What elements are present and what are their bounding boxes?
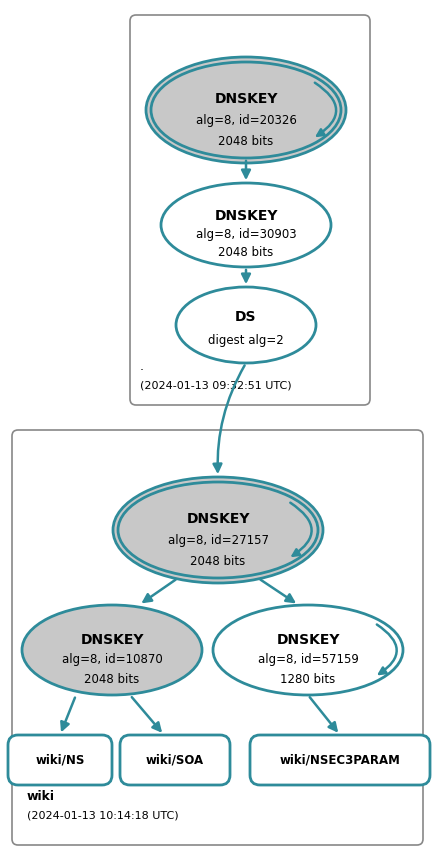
- Text: alg=8, id=10870: alg=8, id=10870: [62, 653, 162, 666]
- Ellipse shape: [213, 605, 402, 695]
- Ellipse shape: [176, 287, 315, 363]
- FancyArrowPatch shape: [143, 580, 175, 602]
- Ellipse shape: [118, 482, 317, 578]
- Text: (2024-01-13 09:32:51 UTC): (2024-01-13 09:32:51 UTC): [140, 380, 291, 390]
- FancyBboxPatch shape: [250, 735, 429, 785]
- Text: alg=8, id=30903: alg=8, id=30903: [195, 227, 296, 240]
- FancyBboxPatch shape: [120, 735, 230, 785]
- FancyArrowPatch shape: [309, 697, 336, 731]
- Text: wiki/SOA: wiki/SOA: [145, 753, 204, 766]
- Text: DNSKEY: DNSKEY: [214, 208, 277, 223]
- Text: DNSKEY: DNSKEY: [276, 633, 339, 647]
- Ellipse shape: [146, 57, 345, 163]
- Text: 2048 bits: 2048 bits: [218, 246, 273, 259]
- Text: .: .: [140, 360, 144, 373]
- Text: 2048 bits: 2048 bits: [190, 554, 245, 567]
- FancyArrowPatch shape: [314, 83, 335, 136]
- Text: DNSKEY: DNSKEY: [80, 633, 143, 647]
- Text: wiki/NS: wiki/NS: [35, 753, 85, 766]
- FancyArrowPatch shape: [242, 270, 249, 281]
- Ellipse shape: [113, 477, 322, 583]
- FancyArrowPatch shape: [213, 365, 244, 471]
- FancyArrowPatch shape: [132, 697, 160, 731]
- Text: alg=8, id=20326: alg=8, id=20326: [195, 114, 296, 127]
- Text: digest alg=2: digest alg=2: [207, 334, 283, 347]
- Text: wiki: wiki: [27, 790, 55, 803]
- FancyArrowPatch shape: [260, 580, 293, 602]
- FancyArrowPatch shape: [242, 161, 249, 177]
- Text: (2024-01-13 10:14:18 UTC): (2024-01-13 10:14:18 UTC): [27, 810, 178, 820]
- Text: DNSKEY: DNSKEY: [186, 512, 249, 527]
- FancyBboxPatch shape: [12, 430, 422, 845]
- Text: 2048 bits: 2048 bits: [218, 135, 273, 148]
- Text: wiki/NSEC3PARAM: wiki/NSEC3PARAM: [279, 753, 400, 766]
- FancyBboxPatch shape: [130, 15, 369, 405]
- FancyBboxPatch shape: [8, 735, 112, 785]
- Ellipse shape: [151, 62, 340, 158]
- FancyArrowPatch shape: [61, 697, 75, 730]
- FancyArrowPatch shape: [289, 503, 311, 555]
- FancyArrowPatch shape: [376, 625, 396, 674]
- Text: alg=8, id=57159: alg=8, id=57159: [257, 653, 358, 666]
- Ellipse shape: [161, 183, 330, 267]
- Text: DNSKEY: DNSKEY: [214, 93, 277, 106]
- Ellipse shape: [22, 605, 201, 695]
- Text: 1280 bits: 1280 bits: [280, 673, 335, 686]
- Text: alg=8, id=27157: alg=8, id=27157: [167, 534, 268, 547]
- Text: 2048 bits: 2048 bits: [84, 673, 139, 686]
- Text: DS: DS: [235, 311, 256, 324]
